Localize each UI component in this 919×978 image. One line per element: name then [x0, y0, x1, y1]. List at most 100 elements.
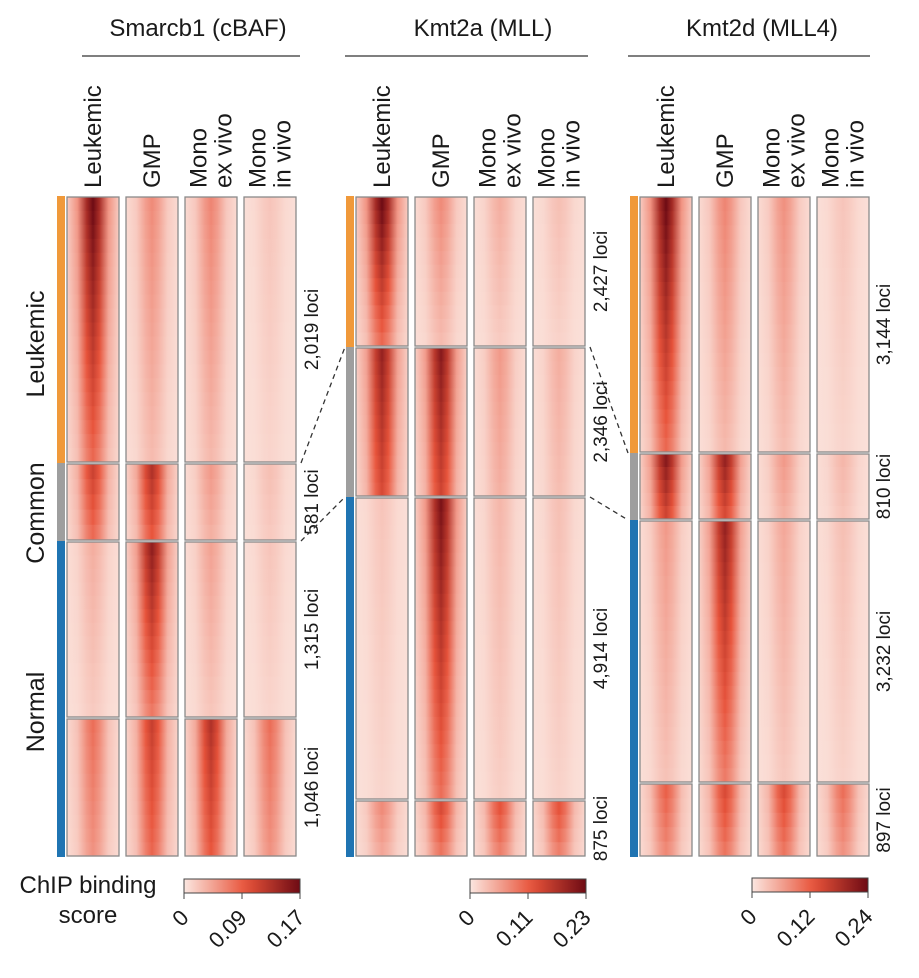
- heatmap-band: [533, 842, 585, 857]
- heatmap-cell-border: [125, 718, 179, 857]
- heatmap-band: [67, 364, 119, 379]
- heatmap-band: [699, 480, 751, 494]
- heatmap-band: [415, 197, 467, 212]
- heatmap-band: [415, 744, 467, 759]
- heatmap-band: [758, 798, 810, 814]
- heatmap-cell-2-2-2: [757, 520, 811, 783]
- column-label-0-1-0: GMP: [139, 133, 166, 188]
- heatmap-cell-border: [757, 196, 811, 453]
- heatmap-band: [244, 636, 296, 651]
- heatmap-band: [67, 308, 119, 324]
- colorbar-tick-label-2-1: 0.12: [772, 904, 820, 952]
- heatmap-band: [67, 238, 119, 254]
- colorbar-tick-label-0-2: 0.17: [262, 905, 310, 953]
- heatmap-band: [640, 658, 692, 673]
- heatmap-band: [415, 814, 467, 830]
- heatmap-band: [699, 352, 751, 368]
- heatmap-band: [244, 448, 296, 463]
- heatmap-band: [126, 773, 178, 789]
- loci-count-0-1: 581 loci: [302, 469, 323, 535]
- group-bar-1-1: [346, 347, 354, 497]
- heatmap-band: [244, 494, 296, 511]
- heatmap-cell-0-1-2: [184, 463, 238, 541]
- heatmap-cell-border: [125, 463, 179, 541]
- column-label-1-1-0: GMP: [428, 133, 455, 188]
- heatmap-band: [474, 648, 526, 663]
- heatmap-cell-border: [639, 783, 693, 857]
- heatmap-band: [817, 437, 869, 453]
- heatmap-band: [67, 676, 119, 691]
- heatmap-band: [533, 552, 585, 568]
- heatmap-band: [185, 649, 237, 664]
- heatmap-band: [758, 548, 810, 563]
- heatmap-band: [758, 310, 810, 326]
- heatmap-band: [699, 253, 751, 269]
- heatmap-band: [533, 224, 585, 239]
- heatmap-band: [185, 238, 237, 254]
- heatmap-cell-border: [414, 347, 468, 497]
- heatmap-cell-border: [639, 453, 693, 520]
- group-bar-1-0: [346, 196, 354, 347]
- heatmap-band: [185, 336, 237, 352]
- heatmap-band: [474, 428, 526, 443]
- heatmap-cell-border: [639, 520, 693, 783]
- heatmap-band: [356, 689, 408, 704]
- heatmap-band: [356, 607, 408, 622]
- heatmap-band: [758, 575, 810, 591]
- heatmap-cell-1-2-2: [473, 497, 527, 800]
- heatmap-band: [640, 506, 692, 520]
- heatmap-band: [244, 746, 296, 761]
- heatmap-cell-1-1-3: [532, 347, 586, 497]
- heatmap-band: [356, 703, 408, 718]
- heatmap-band: [640, 630, 692, 646]
- heatmap-band: [533, 455, 585, 470]
- heatmap-band: [356, 662, 408, 677]
- heatmap-cell-border: [473, 196, 527, 347]
- heatmap-band: [356, 785, 408, 800]
- heatmap-band: [356, 428, 408, 443]
- heatmap-band: [640, 603, 692, 618]
- heatmap-band: [67, 210, 119, 226]
- heatmap-band: [356, 318, 408, 334]
- heatmap-band: [244, 622, 296, 637]
- group-label-leukemic: Leukemic: [22, 291, 50, 398]
- heatmap-band: [699, 784, 751, 799]
- heatmap-cell-1-0-3: [532, 196, 586, 347]
- heatmap-band: [356, 374, 408, 389]
- heatmap-band: [126, 224, 178, 240]
- heatmap-band: [640, 754, 692, 769]
- heatmap-band: [67, 224, 119, 240]
- heatmap-band: [640, 699, 692, 714]
- column-label-2-0-0: Leukemic: [653, 85, 680, 188]
- heatmap-band: [244, 420, 296, 435]
- heatmap-band: [244, 308, 296, 324]
- heatmap-band: [533, 580, 585, 595]
- heatmap-band: [185, 392, 237, 407]
- heatmap-band: [640, 713, 692, 728]
- heatmap-band: [474, 580, 526, 595]
- heatmap-band: [185, 732, 237, 747]
- heatmap-cell-2-2-3: [816, 520, 870, 783]
- heatmap-band: [356, 621, 408, 636]
- heatmap-band: [185, 406, 237, 421]
- heatmap-band: [356, 224, 408, 239]
- heatmap-band: [474, 415, 526, 430]
- heatmap-band: [356, 511, 408, 526]
- heatmap-cell-border: [473, 347, 527, 497]
- heatmap-band: [474, 374, 526, 389]
- colorbar-tick-label-1-0: 0: [453, 905, 479, 931]
- heatmap-band: [699, 395, 751, 411]
- heatmap-cell-0-2-0: [66, 541, 120, 718]
- heatmap-band: [474, 744, 526, 759]
- heatmap-band: [474, 455, 526, 470]
- heatmap-band: [699, 740, 751, 756]
- heatmap-band: [758, 211, 810, 226]
- heatmap-band: [126, 719, 178, 734]
- heatmap-band: [758, 267, 810, 283]
- cluster-connector-2: [589, 346, 629, 454]
- heatmap-band: [356, 498, 408, 513]
- heatmap-band: [474, 401, 526, 416]
- heatmap-cell-1-0-1: [414, 196, 468, 347]
- heatmap-cell-border: [414, 497, 468, 800]
- heatmap-band: [474, 771, 526, 786]
